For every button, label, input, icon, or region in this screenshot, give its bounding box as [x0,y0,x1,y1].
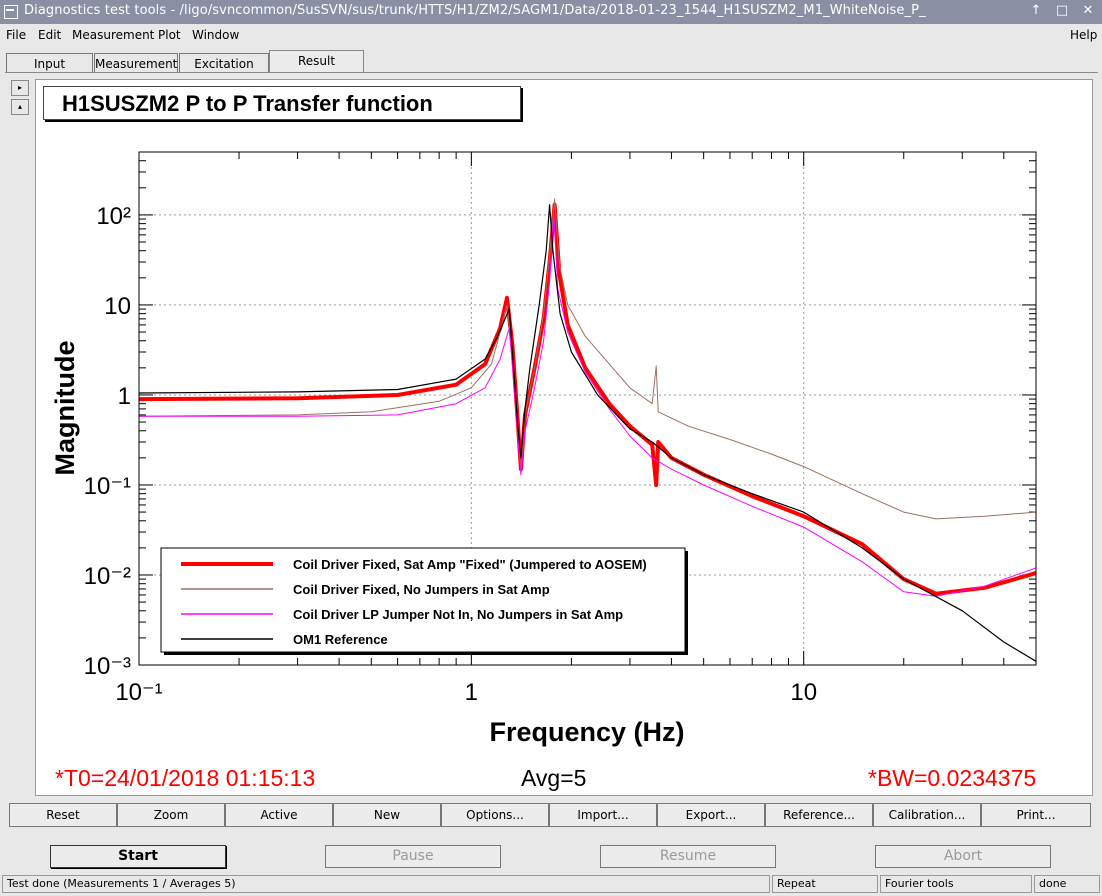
bw-label: *BW=0.0234375 [868,765,1037,791]
y-tick-label: 10⁻³ [84,653,131,680]
menu-window[interactable]: Window [192,28,240,42]
x-axis-label: Frequency (Hz) [489,717,684,747]
legend-label-2: Coil Driver LP Jumper Not In, No Jumpers… [293,607,623,622]
import-button[interactable]: Import... [549,803,657,827]
plot-button-row: Reset Zoom Active New Options... Import.… [9,803,1091,827]
reference-button[interactable]: Reference... [765,803,873,827]
window-raise-icon[interactable]: ↑ [1030,3,1042,18]
window-maximize-icon[interactable]: □ [1055,3,1069,18]
menu-file[interactable]: File [6,28,27,42]
window-close-icon[interactable]: ✕ [1082,3,1094,18]
y-tick-label: 10 [104,293,131,320]
zoom-button[interactable]: Zoom [117,803,225,827]
active-button[interactable]: Active [225,803,333,827]
status-message: Test done (Measurements 1 / Averages 5) [2,875,770,893]
pause-button[interactable]: Pause [325,845,501,868]
menu-bar: File Edit Measurement Plot Window Help [0,24,1102,46]
plot-frame [138,151,1037,666]
x-tick-label: 1 [465,679,478,706]
status-tool: Fourier tools [880,875,1032,893]
tab-excitation[interactable]: Excitation [179,53,269,73]
menu-measurement[interactable]: Measurement [72,28,155,42]
status-state: done [1034,875,1100,893]
t0-label: *T0=24/01/2018 01:15:13 [55,765,316,791]
abort-button[interactable]: Abort [875,845,1051,868]
new-button[interactable]: New [333,803,441,827]
export-button[interactable]: Export... [657,803,765,827]
collapse-up-icon[interactable]: ▴ [11,99,29,115]
legend-label-0: Coil Driver Fixed, Sat Amp "Fixed" (Jump… [293,557,647,572]
series-line-3 [138,204,1037,662]
window-titlebar[interactable]: Diagnostics test tools - /ligo/svncommon… [0,0,1102,24]
series-line-1 [138,198,1037,520]
y-tick-label: 10⁻¹ [84,473,131,500]
print-button[interactable]: Print... [981,803,1091,827]
avg-label: Avg=5 [521,765,587,791]
app-icon[interactable] [4,5,18,19]
menu-plot[interactable]: Plot [158,28,181,42]
expand-right-icon[interactable]: ▸ [11,80,29,96]
menu-help[interactable]: Help [1070,28,1098,42]
series-line-0 [138,202,1037,596]
tab-result[interactable]: Result [269,50,364,73]
reset-button[interactable]: Reset [9,803,117,827]
plot-title[interactable]: H1SUSZM2 P to P Transfer function [43,86,521,120]
resume-button[interactable]: Resume [600,845,776,868]
status-mode: Repeat [772,875,878,893]
legend-label-3: OM1 Reference [293,632,388,647]
tab-divider [5,72,1098,73]
tab-measurement[interactable]: Measurement [94,53,178,73]
x-tick-label: 10 [790,679,817,706]
x-tick-label: 10⁻¹ [115,679,162,706]
tab-bar: Input Measurement Excitation Result [0,50,1102,74]
calibration-button[interactable]: Calibration... [873,803,981,827]
y-axis-label: Magnitude [50,341,80,476]
y-tick-label: 10² [96,203,131,230]
y-tick-label: 1 [118,383,131,410]
series-line-2 [139,214,1037,597]
start-button[interactable]: Start [50,845,226,868]
tab-input[interactable]: Input [6,53,93,73]
window-title: Diagnostics test tools - /ligo/svncommon… [24,3,926,18]
legend-label-1: Coil Driver Fixed, No Jumpers in Sat Amp [293,582,550,597]
options-button[interactable]: Options... [441,803,549,827]
menu-edit[interactable]: Edit [38,28,62,42]
y-tick-label: 10⁻² [84,563,131,590]
